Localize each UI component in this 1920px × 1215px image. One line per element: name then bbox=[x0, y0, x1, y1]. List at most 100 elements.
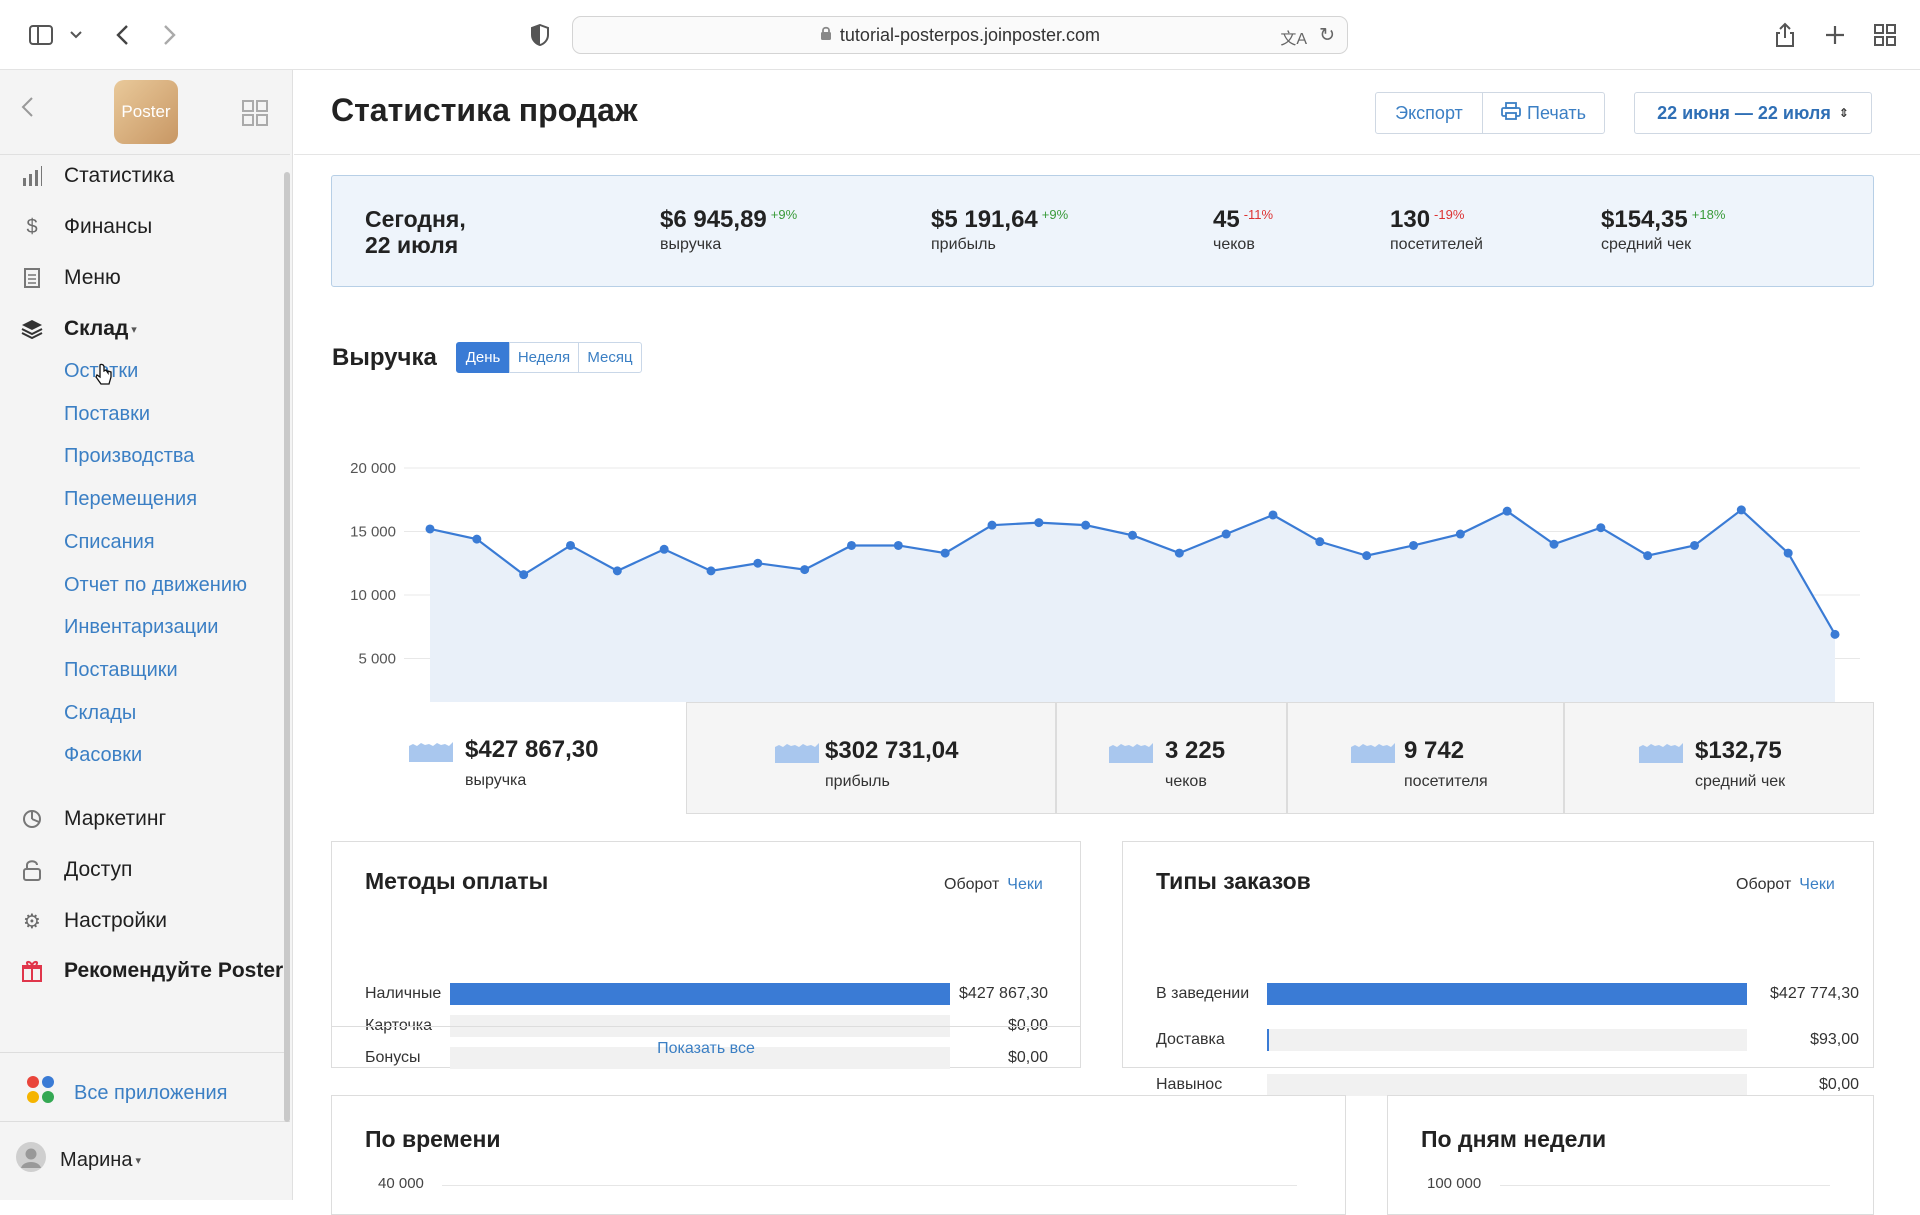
export-button[interactable]: Экспорт bbox=[1375, 92, 1483, 134]
bar-label: Доставка bbox=[1156, 1031, 1225, 1048]
data-point[interactable] bbox=[753, 558, 763, 568]
data-point[interactable] bbox=[1596, 523, 1606, 533]
sparkline-icon bbox=[1639, 743, 1683, 763]
reload-icon[interactable]: ↻ bbox=[1319, 25, 1335, 46]
data-point[interactable] bbox=[1174, 548, 1184, 558]
y-tick-label: 20 000 bbox=[350, 460, 396, 477]
data-point[interactable] bbox=[1221, 529, 1231, 539]
by-time-title: По времени bbox=[365, 1126, 501, 1152]
data-point[interactable] bbox=[987, 520, 997, 530]
all-apps-link[interactable]: Все приложения bbox=[26, 1075, 228, 1111]
summary-value: $427 867,30 bbox=[465, 736, 599, 763]
summary-card[interactable]: $302 731,04 прибыль bbox=[686, 702, 1056, 814]
url-text: tutorial-posterpos.joinposter.com bbox=[839, 24, 1101, 45]
summary-card[interactable]: 9 742 посетителя bbox=[1287, 702, 1564, 814]
forward-icon[interactable] bbox=[158, 18, 182, 52]
tab-checks[interactable]: Чеки bbox=[1007, 876, 1043, 893]
revenue-area bbox=[430, 509, 1835, 722]
printer-icon bbox=[1501, 101, 1521, 125]
chevron-down-icon[interactable] bbox=[68, 18, 84, 52]
shield-icon[interactable] bbox=[528, 18, 552, 52]
main-content: Статистика продаж Экспорт Печать 22 июня… bbox=[294, 70, 1920, 1215]
date-range-picker[interactable]: 22 июня — 22 июля ⇕ bbox=[1634, 92, 1872, 134]
data-point[interactable] bbox=[1034, 518, 1044, 528]
data-point[interactable] bbox=[1783, 548, 1793, 558]
data-point[interactable] bbox=[1315, 537, 1325, 547]
today-label: Сегодня, 22 июля bbox=[365, 206, 466, 258]
user-menu[interactable]: Марина ▾ bbox=[16, 1142, 141, 1178]
data-point[interactable] bbox=[1081, 520, 1091, 530]
data-point[interactable] bbox=[1409, 540, 1418, 550]
stock-submenu-item[interactable]: Перемещения bbox=[64, 488, 198, 511]
lock-open-icon bbox=[0, 859, 64, 881]
bar-row: В заведении $427 774,30 bbox=[1156, 983, 1859, 1005]
order-types-tabs: Оборот Чеки bbox=[1736, 876, 1835, 894]
data-point[interactable] bbox=[659, 544, 669, 554]
summary-card[interactable]: $132,75 средний чек bbox=[1564, 702, 1874, 814]
summary-card[interactable]: 3 225 чеков bbox=[1056, 702, 1287, 814]
data-point[interactable] bbox=[1362, 551, 1372, 561]
show-all-link[interactable]: Показать все bbox=[657, 1040, 755, 1057]
by-time-panel: По времени 40 000 bbox=[331, 1095, 1346, 1215]
stock-submenu-item[interactable]: Поставщики bbox=[64, 658, 178, 681]
data-point[interactable] bbox=[706, 566, 716, 576]
data-point[interactable] bbox=[893, 540, 903, 550]
print-button[interactable]: Печать bbox=[1482, 92, 1605, 134]
data-point[interactable] bbox=[1128, 530, 1137, 540]
summary-card[interactable]: $427 867,30 выручка bbox=[331, 702, 686, 814]
address-bar[interactable]: tutorial-posterpos.joinposter.com 文A ↻ bbox=[572, 16, 1348, 54]
data-point[interactable] bbox=[1736, 505, 1746, 515]
stock-submenu-item[interactable]: Производства bbox=[64, 445, 195, 468]
tab-month[interactable]: Месяц bbox=[578, 342, 642, 373]
sparkline-icon bbox=[1351, 743, 1395, 763]
tab-turnover[interactable]: Оборот bbox=[944, 876, 1000, 893]
y-tick-label: 10 000 bbox=[350, 587, 396, 604]
tab-day[interactable]: День bbox=[456, 342, 510, 373]
data-point[interactable] bbox=[940, 548, 950, 558]
translate-icon[interactable]: 文A bbox=[1280, 31, 1307, 48]
data-point[interactable] bbox=[425, 524, 435, 534]
share-icon[interactable] bbox=[1772, 18, 1798, 52]
data-point[interactable] bbox=[566, 540, 575, 550]
data-point[interactable] bbox=[1549, 539, 1559, 549]
stock-submenu-item[interactable]: Списания bbox=[64, 530, 155, 553]
collapse-sidebar-icon[interactable] bbox=[20, 96, 34, 123]
sidebar-scrollbar[interactable] bbox=[284, 172, 290, 1122]
data-point[interactable] bbox=[1502, 506, 1512, 516]
nav-access[interactable]: Доступ bbox=[0, 849, 285, 891]
nav-settings[interactable]: ⚙ Настройки bbox=[0, 900, 285, 942]
stock-submenu-item[interactable]: Склады bbox=[64, 701, 137, 724]
data-point[interactable] bbox=[472, 534, 482, 544]
data-point[interactable] bbox=[519, 570, 529, 580]
nav-menu[interactable]: Меню bbox=[0, 257, 285, 299]
data-point[interactable] bbox=[1455, 529, 1465, 539]
stock-submenu-item[interactable]: Поставки bbox=[64, 402, 151, 425]
data-point[interactable] bbox=[1268, 510, 1278, 520]
sidebar: Poster Статистика $ Финансы Меню Склад ▾… bbox=[0, 70, 293, 1200]
back-icon[interactable] bbox=[110, 18, 134, 52]
stock-submenu-item[interactable]: Отчет по движению bbox=[64, 573, 248, 596]
stock-submenu-item[interactable]: Инвентаризации bbox=[64, 616, 219, 639]
nav-statistics[interactable]: Статистика bbox=[0, 155, 285, 197]
data-point[interactable] bbox=[800, 565, 810, 575]
nav-finance[interactable]: $ Финансы bbox=[0, 206, 285, 248]
data-point[interactable] bbox=[612, 566, 622, 576]
avatar bbox=[16, 1142, 46, 1178]
apps-grid-icon[interactable] bbox=[242, 100, 268, 131]
data-point[interactable] bbox=[1830, 629, 1840, 639]
new-tab-icon[interactable] bbox=[1822, 18, 1848, 52]
sidebar-toggle-icon[interactable] bbox=[26, 18, 56, 52]
tab-turnover[interactable]: Оборот bbox=[1736, 876, 1792, 893]
nav-recommend[interactable]: Рекомендуйте Poster bbox=[0, 950, 285, 992]
data-point[interactable] bbox=[1690, 540, 1699, 550]
nav-stock[interactable]: Склад ▾ bbox=[0, 308, 285, 350]
tab-overview-icon[interactable] bbox=[1872, 18, 1898, 52]
data-point[interactable] bbox=[847, 540, 856, 550]
tab-checks[interactable]: Чеки bbox=[1799, 876, 1835, 893]
logo[interactable]: Poster bbox=[114, 80, 178, 144]
tab-week[interactable]: Неделя bbox=[509, 342, 579, 373]
nav-marketing[interactable]: Маркетинг bbox=[0, 798, 285, 840]
stock-submenu-item[interactable]: Фасовки bbox=[64, 744, 143, 767]
bar-fill bbox=[1267, 983, 1747, 1005]
data-point[interactable] bbox=[1643, 551, 1653, 561]
